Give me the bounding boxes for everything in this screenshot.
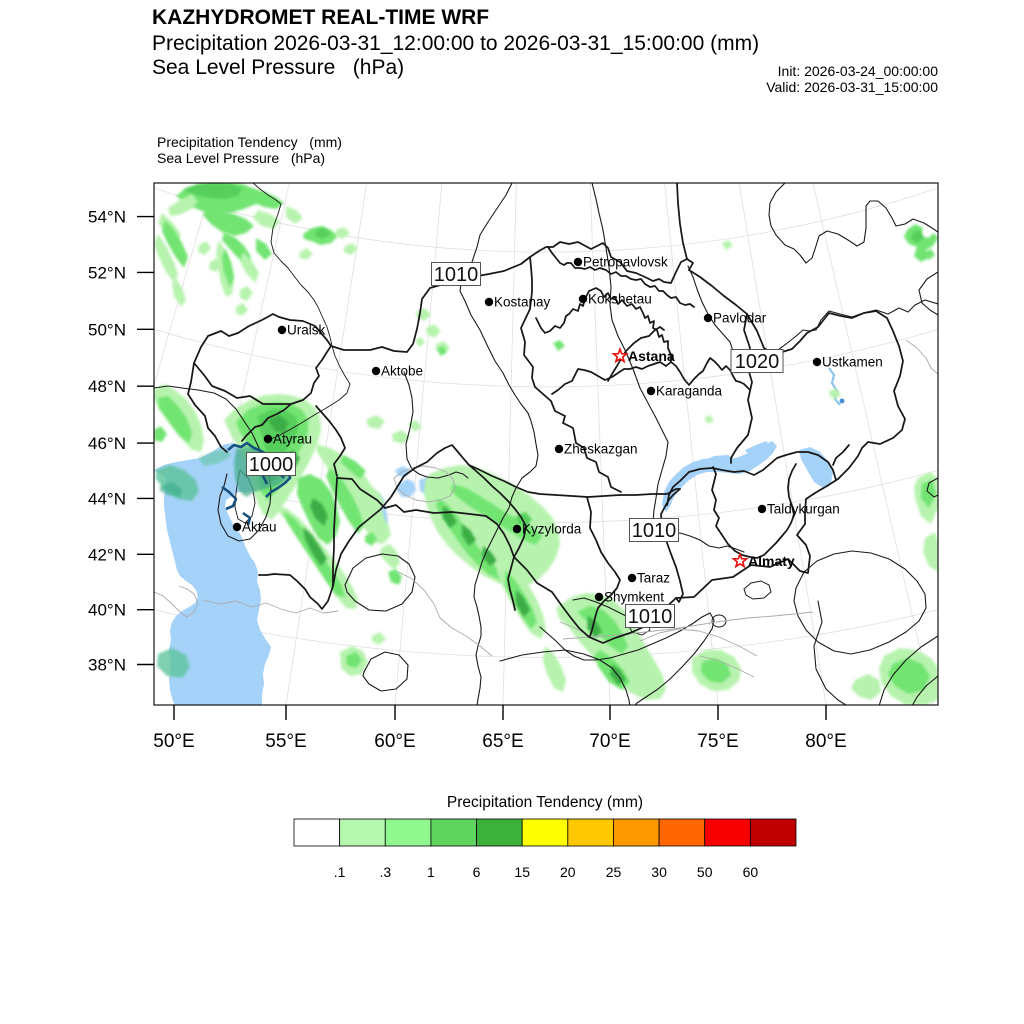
svg-text:Atyrau: Atyrau [273,432,312,447]
svg-text:Almaty: Almaty [748,553,795,569]
svg-text:15: 15 [514,864,530,880]
svg-text:Precipitation Tendency (mm): Precipitation Tendency (mm) [157,134,342,150]
svg-text:40°N: 40°N [88,601,126,620]
svg-text:48°N: 48°N [88,377,126,396]
svg-text:25: 25 [606,864,622,880]
svg-text:1010: 1010 [632,520,677,542]
svg-text:Zheskazgan: Zheskazgan [564,442,638,457]
svg-text:Precipitation Tendency (mm): Precipitation Tendency (mm) [447,794,643,811]
svg-text:.1: .1 [334,864,346,880]
svg-text:6: 6 [473,864,481,880]
svg-text:Pavlodar: Pavlodar [713,311,767,326]
svg-text:30: 30 [651,864,667,880]
svg-text:Sea Level Pressure (hPa): Sea Level Pressure (hPa) [157,150,325,166]
svg-text:50: 50 [697,864,713,880]
svg-text:42°N: 42°N [88,545,126,564]
svg-text:1020: 1020 [735,351,780,373]
svg-text:1010: 1010 [628,606,673,628]
svg-text:Kyzylorda: Kyzylorda [522,522,582,537]
svg-text:1: 1 [427,864,435,880]
svg-text:60°E: 60°E [374,731,415,752]
svg-text:80°E: 80°E [805,731,846,752]
svg-text:60: 60 [743,864,759,880]
svg-text:1000: 1000 [249,454,294,476]
svg-text:52°N: 52°N [88,263,126,282]
svg-text:20: 20 [560,864,576,880]
svg-text:75°E: 75°E [697,731,738,752]
svg-text:Init: 2026-03-24_00:00:00: Init: 2026-03-24_00:00:00 [778,63,939,79]
svg-text:1010: 1010 [434,264,479,286]
svg-text:Shymkent: Shymkent [604,590,664,605]
svg-text:Karaganda: Karaganda [656,384,723,399]
svg-text:Aktau: Aktau [242,520,277,535]
svg-text:Taraz: Taraz [637,571,670,586]
svg-text:Petropavlovsk: Petropavlovsk [583,255,668,270]
svg-text:KAZHYDROMET REAL-TIME WRF: KAZHYDROMET REAL-TIME WRF [152,6,489,29]
svg-text:Valid: 2026-03-31_15:00:00: Valid: 2026-03-31_15:00:00 [766,79,938,95]
svg-text:.3: .3 [379,864,391,880]
svg-text:38°N: 38°N [88,656,126,675]
svg-text:Ustkamen: Ustkamen [822,355,883,370]
svg-text:46°N: 46°N [88,434,126,453]
svg-text:50°N: 50°N [88,320,126,339]
svg-text:Uralsk: Uralsk [287,323,326,338]
svg-text:Precipitation 2026-03-31_12:00: Precipitation 2026-03-31_12:00:00 to 202… [152,32,759,55]
svg-text:55°E: 55°E [265,731,306,752]
svg-text:50°E: 50°E [153,731,194,752]
svg-text:70°E: 70°E [589,731,630,752]
svg-text:44°N: 44°N [88,489,126,508]
svg-text:Astana: Astana [628,348,675,364]
svg-text:Sea Level Pressure (hPa): Sea Level Pressure (hPa) [152,56,404,79]
svg-text:54°N: 54°N [88,208,126,227]
svg-text:Taldykurgan: Taldykurgan [767,502,840,517]
svg-text:65°E: 65°E [482,731,523,752]
svg-text:Aktobe: Aktobe [381,364,423,379]
svg-text:Kostanay: Kostanay [494,295,551,310]
svg-text:Kokshetau: Kokshetau [588,292,652,307]
